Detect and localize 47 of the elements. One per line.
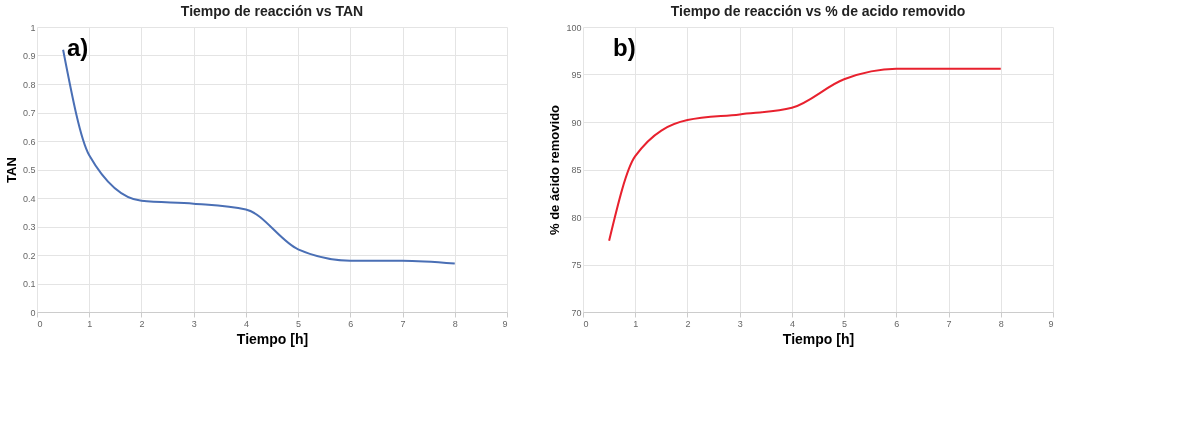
x-tick-label: 2 — [685, 318, 691, 329]
x-tick-label: 8 — [452, 318, 458, 329]
chart-title: Tiempo de reacción vs TAN — [180, 3, 364, 19]
y-tick-label: 90 — [571, 117, 582, 128]
y-axis-title: TAN — [3, 157, 19, 183]
x-tick-label: 2 — [139, 318, 145, 329]
annotation: a) — [67, 34, 89, 61]
y-tick-label: 95 — [571, 70, 582, 80]
x-tick-label: 6 — [894, 318, 900, 329]
y-tick-label: 0.6 — [22, 136, 36, 147]
x-tick-label: 1 — [87, 318, 93, 329]
y-tick-label: 1 — [30, 22, 36, 33]
chart-title: Tiempo de reacción vs % de acido removido — [670, 3, 966, 19]
x-tick-label: 6 — [348, 318, 354, 329]
line-series — [608, 67, 1002, 242]
x-axis-title: Tiempo [h] — [782, 330, 855, 347]
x-tick-label: 3 — [737, 318, 743, 329]
y-tick-label: 0.9 — [22, 51, 36, 61]
x-tick-label: 4 — [243, 318, 249, 329]
y-tick-label: 0.3 — [22, 222, 36, 232]
y-tick-label: 0 — [30, 307, 36, 318]
y-axis-title: % de ácido removido — [547, 104, 563, 236]
x-axis-title: Tiempo [h] — [236, 330, 309, 347]
y-tick-label: 0.1 — [22, 279, 36, 289]
y-tick-label: 80 — [571, 212, 582, 223]
x-tick-label: 3 — [191, 318, 197, 329]
x-tick-label: 0 — [583, 318, 589, 329]
y-tick-label: 0.2 — [22, 250, 36, 261]
y-tick-label: 0.5 — [22, 165, 36, 175]
y-tick-label: 75 — [571, 260, 582, 270]
y-tick-label: 0.7 — [22, 108, 36, 118]
y-tick-label: 0.8 — [22, 79, 36, 90]
x-tick-label: 8 — [998, 318, 1004, 329]
x-tick-label: 7 — [400, 318, 406, 329]
x-tick-label: 1 — [633, 318, 639, 329]
x-tick-label: 9 — [1048, 318, 1054, 329]
y-tick-label: 100 — [566, 22, 582, 33]
y-tick-label: 70 — [571, 307, 582, 318]
x-tick-label: 7 — [946, 318, 952, 329]
y-tick-label: 0.4 — [22, 193, 36, 204]
y-tick-label: 85 — [571, 165, 582, 175]
x-tick-label: 5 — [842, 318, 848, 329]
x-tick-label: 9 — [502, 318, 508, 329]
annotation: b) — [613, 34, 636, 61]
x-tick-label: 4 — [789, 318, 795, 329]
x-tick-label: 5 — [296, 318, 302, 329]
x-tick-label: 0 — [37, 318, 43, 329]
